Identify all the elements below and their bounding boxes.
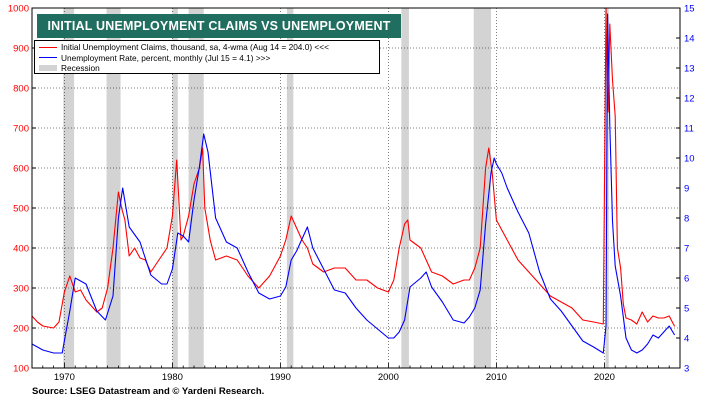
chart-title: INITIAL UNEMPLOYMENT CLAIMS VS UNEMPLOYM… (37, 14, 401, 57)
right-tick-label: 11 (684, 124, 694, 135)
legend-label-claims: Initial Unemployment Claims, thousand, s… (61, 42, 329, 52)
legend-label-rate: Unemployment Rate, percent, monthly (Jul… (61, 52, 271, 63)
right-axis-ticks: 3 4 5 6 7 8 9 10 11 12 13 14 15 (676, 4, 695, 375)
legend-item-recession: Recession (39, 63, 375, 74)
left-tick-label: 500 (13, 204, 29, 215)
x-tick-label: 2000 (378, 372, 399, 383)
left-tick-label: 600 (13, 164, 29, 175)
left-tick-label: 900 (13, 44, 29, 55)
legend-item-rate: Unemployment Rate, percent, monthly (Jul… (39, 53, 375, 64)
right-tick-label: 7 (684, 244, 689, 255)
left-tick-label: 100 (13, 364, 29, 375)
right-tick-label: 12 (684, 94, 695, 105)
x-axis-ticks: 1970 1980 1990 2000 2010 2020 (31, 363, 681, 383)
recession-band (286, 8, 294, 368)
chart-legend: Initial Unemployment Claims, thousand, s… (34, 40, 380, 74)
recession-band (473, 8, 491, 368)
legend-swatch-rate (39, 57, 57, 59)
right-tick-label: 13 (684, 64, 695, 75)
recession-band (63, 8, 75, 368)
rate-series-line (31, 13, 676, 354)
left-tick-label: 400 (13, 244, 29, 255)
legend-item-claims: Initial Unemployment Claims, thousand, s… (39, 42, 375, 53)
right-tick-label: 9 (684, 184, 689, 195)
recession-band (401, 8, 409, 368)
x-tick-label: 1990 (270, 372, 291, 383)
left-tick-label: 200 (13, 324, 29, 335)
legend-swatch-claims (39, 46, 57, 48)
right-tick-label: 3 (684, 364, 689, 375)
right-tick-label: 15 (684, 4, 695, 15)
right-tick-label: 5 (684, 304, 689, 315)
left-tick-label: 1000 (8, 4, 29, 15)
legend-swatch-recession (39, 65, 57, 72)
left-tick-label: 700 (13, 124, 29, 135)
left-tick-label: 300 (13, 284, 29, 295)
x-tick-label: 2020 (594, 372, 615, 383)
legend-label-recession: Recession (61, 63, 100, 74)
recession-band (106, 8, 121, 368)
right-tick-label: 14 (684, 34, 695, 45)
right-tick-label: 10 (684, 154, 695, 165)
left-tick-label: 800 (13, 84, 29, 95)
x-tick-label: 1970 (54, 372, 75, 383)
right-tick-label: 8 (684, 214, 689, 225)
x-tick-label: 2010 (486, 372, 507, 383)
right-tick-label: 4 (684, 334, 689, 345)
series-lines (31, 7, 676, 354)
right-tick-label: 6 (684, 274, 689, 285)
left-axis-ticks: 100 200 300 400 500 600 700 800 900 1000 (8, 4, 36, 375)
source-note: Source: LSEG Datastream and © Yardeni Re… (32, 386, 265, 397)
x-tick-label: 1980 (162, 372, 183, 383)
